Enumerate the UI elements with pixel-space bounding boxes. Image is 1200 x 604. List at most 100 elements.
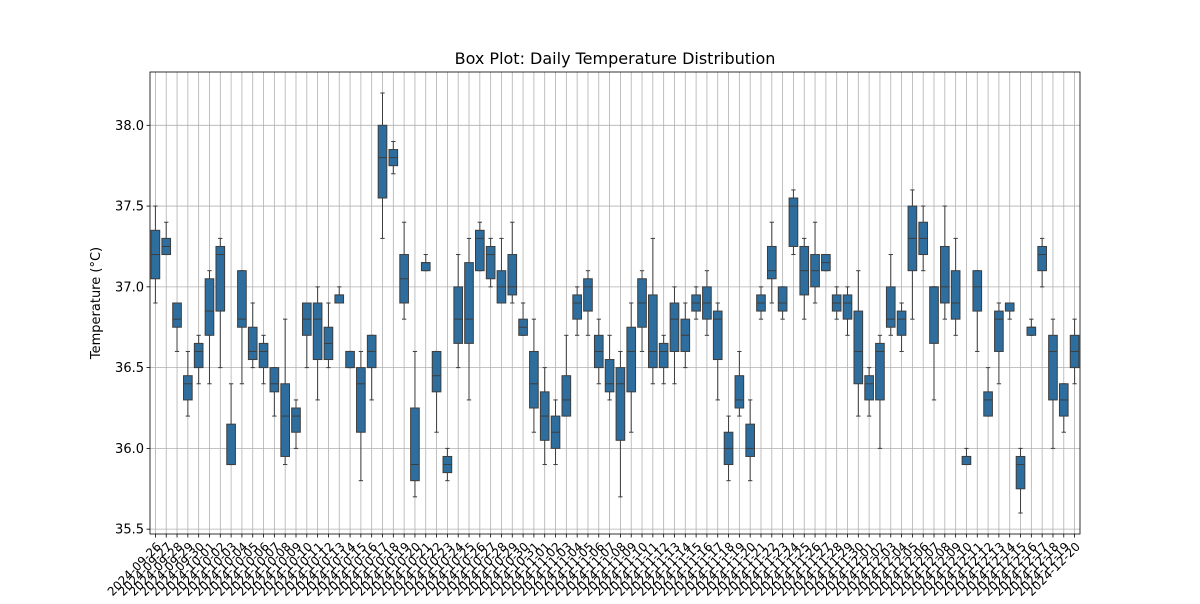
- box-2024-12-18: [1048, 318, 1058, 449]
- box-2024-12-16: [1026, 318, 1037, 336]
- box-body: [453, 286, 464, 344]
- box-2024-10-12: [323, 302, 334, 369]
- box-2024-12-07: [929, 286, 939, 401]
- box-2024-12-06: [918, 205, 929, 272]
- box-2024-11-16: [702, 270, 712, 336]
- box-2024-11-23: [777, 286, 788, 320]
- box-2024-11-24: [788, 189, 799, 256]
- box-body: [485, 245, 496, 280]
- y-axis-label: Temperature (°C): [89, 247, 104, 360]
- y-tick-label: 36.0: [115, 442, 144, 457]
- box-body: [712, 310, 723, 361]
- box-2024-10-09: [291, 399, 301, 449]
- box-body: [734, 375, 745, 409]
- box-2024-12-12: [983, 367, 993, 417]
- box-body: [561, 375, 572, 417]
- box-body: [615, 367, 626, 441]
- box-2024-10-22: [431, 350, 442, 433]
- box-2024-10-23: [442, 447, 453, 482]
- box-2024-10-29: [507, 221, 518, 304]
- box-2024-12-10: [961, 447, 972, 466]
- box-body: [247, 326, 258, 361]
- box-2024-10-14: [345, 350, 355, 369]
- box-body: [766, 245, 777, 280]
- box-body: [1048, 334, 1058, 401]
- box-body: [604, 359, 615, 393]
- box-body: [464, 262, 474, 344]
- box-body: [420, 262, 431, 272]
- box-2024-11-07: [604, 334, 615, 401]
- box-2024-09-28: [172, 302, 182, 352]
- box-2024-10-10: [301, 302, 312, 369]
- box-2024-10-13: [334, 286, 345, 304]
- box-2024-11-19: [734, 350, 745, 417]
- box-2024-10-06: [258, 334, 269, 385]
- box-body: [431, 350, 442, 393]
- box-2024-12-19: [1058, 383, 1069, 433]
- box-2024-11-10: [637, 270, 647, 352]
- box-2024-10-24: [453, 254, 464, 369]
- box-2024-11-11: [648, 237, 658, 385]
- box-body: [237, 270, 247, 328]
- box-2024-12-01: [864, 367, 874, 417]
- box-2024-10-01: [204, 270, 215, 385]
- box-body: [864, 375, 874, 401]
- box-body: [183, 375, 193, 401]
- box-2024-11-17: [712, 302, 723, 401]
- box-2024-12-04: [896, 302, 907, 352]
- box-2024-09-27: [161, 221, 172, 256]
- box-body: [777, 286, 788, 312]
- box-2024-11-03: [561, 334, 572, 417]
- box-body: [929, 286, 939, 344]
- box-body: [507, 254, 518, 296]
- box-2024-11-13: [669, 286, 680, 385]
- box-body: [972, 270, 983, 312]
- y-tick-label: 35.5: [115, 523, 144, 538]
- box-body: [1015, 455, 1026, 490]
- box-2024-11-02: [550, 399, 561, 466]
- box-2024-12-09: [950, 237, 961, 336]
- box-body: [648, 294, 658, 369]
- box-2024-12-15: [1015, 447, 1026, 514]
- box-2024-11-18: [723, 415, 734, 482]
- box-2024-10-05: [247, 302, 258, 369]
- box-2024-10-16: [366, 334, 377, 401]
- box-body: [658, 342, 669, 369]
- box-2024-11-09: [626, 302, 637, 433]
- box-2024-11-04: [572, 286, 582, 336]
- box-body: [291, 407, 301, 433]
- box-body: [334, 294, 345, 304]
- box-body: [875, 342, 885, 401]
- box-body: [475, 229, 485, 272]
- box-body: [853, 310, 864, 385]
- box-2024-10-19: [399, 221, 409, 320]
- box-2024-12-11: [972, 270, 983, 352]
- box-2024-10-02: [215, 237, 226, 369]
- box-body: [258, 342, 269, 369]
- box-body: [961, 455, 972, 466]
- box-body: [226, 423, 236, 466]
- x-axis-ticks: 2024-09-262024-09-272024-09-282024-09-29…: [105, 534, 1083, 599]
- box-2024-10-25: [464, 237, 474, 401]
- box-body: [745, 423, 755, 457]
- box-2024-11-12: [658, 334, 669, 385]
- box-body: [583, 278, 593, 312]
- box-2024-10-30: [518, 302, 528, 336]
- box-2024-11-01: [539, 367, 550, 466]
- box-2024-11-08: [615, 350, 626, 498]
- box-2024-11-29: [842, 286, 853, 336]
- box-2024-10-21: [420, 254, 431, 272]
- box-body: [345, 350, 355, 369]
- box-2024-09-29: [183, 350, 193, 417]
- box-body: [377, 124, 388, 199]
- box-2024-11-14: [680, 302, 691, 369]
- box-2024-10-08: [280, 318, 291, 466]
- box-2024-11-20: [745, 399, 755, 482]
- box-2024-11-15: [691, 286, 701, 320]
- box-2024-10-28: [496, 237, 507, 304]
- box-series: [150, 92, 1080, 514]
- box-body: [669, 302, 680, 352]
- box-body: [994, 310, 1004, 352]
